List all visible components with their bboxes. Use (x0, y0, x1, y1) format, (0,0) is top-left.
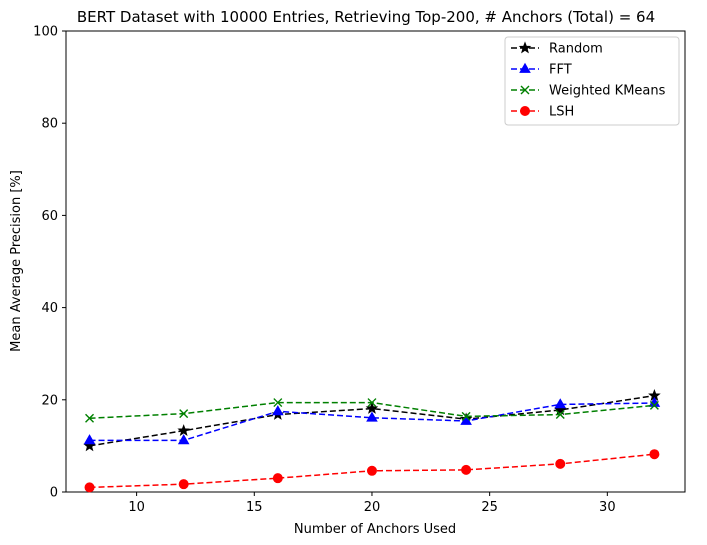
series-layer (83, 389, 661, 493)
y-tick-label: 80 (41, 117, 58, 132)
legend-entry: Random (511, 41, 603, 57)
x-tick-label: 10 (128, 500, 145, 515)
plot-area (65, 30, 686, 493)
data-point (365, 401, 379, 414)
data-point (179, 409, 189, 419)
x-tick-label: 25 (481, 500, 498, 515)
data-point (85, 413, 95, 423)
x-axis: 10 15 20 25 30 (128, 492, 616, 515)
y-tick-label: 40 (41, 301, 58, 316)
y-tick-label: 60 (41, 209, 58, 224)
legend-entry: FFT (511, 63, 572, 78)
data-point (649, 400, 659, 410)
legend-label: FFT (549, 63, 572, 78)
legend: Random FFT Weighted KMeans LSH (504, 36, 680, 126)
data-point (366, 411, 378, 422)
x-tick-label: 20 (364, 500, 381, 515)
legend-marker (520, 106, 530, 116)
data-point (84, 482, 95, 493)
y-tick-label: 20 (41, 393, 58, 408)
data-point (649, 449, 660, 460)
series-fft (83, 396, 661, 445)
legend-marker (520, 85, 530, 95)
legend-entry: LSH (511, 105, 574, 120)
y-tick-label: 0 (50, 486, 58, 501)
y-axis-label: Mean Average Precision [%] (9, 170, 24, 352)
legend-frame (504, 36, 680, 126)
legend-entry: Weighted KMeans (511, 84, 666, 99)
series-weighted-kmeans (85, 398, 659, 423)
data-point (272, 473, 283, 484)
y-axis: 0 20 40 60 80 100 (33, 25, 66, 501)
data-point (461, 464, 472, 475)
legend-label: Random (549, 42, 603, 57)
data-point (367, 398, 377, 408)
legend-label: Weighted KMeans (549, 84, 666, 99)
data-point (554, 398, 567, 409)
data-point (83, 434, 96, 445)
legend-marker (518, 41, 532, 54)
data-point (366, 465, 377, 476)
chart-title: BERT Dataset with 10000 Entries, Retriev… (77, 8, 655, 26)
legend-label: LSH (549, 105, 574, 120)
y-tick-label: 100 (33, 25, 58, 40)
x-tick-label: 15 (246, 500, 263, 515)
data-point (460, 414, 472, 425)
x-tick-label: 30 (599, 500, 616, 515)
legend-marker (519, 62, 531, 73)
x-axis-label: Number of Anchors Used (294, 522, 456, 537)
data-point (177, 434, 190, 445)
data-point (178, 479, 189, 490)
data-point (555, 410, 565, 420)
data-point (461, 411, 471, 421)
data-point (555, 458, 566, 469)
series-lsh (84, 449, 660, 493)
plot-frame (65, 30, 686, 493)
data-point (177, 424, 190, 437)
data-point (272, 405, 284, 416)
data-point (273, 398, 283, 408)
